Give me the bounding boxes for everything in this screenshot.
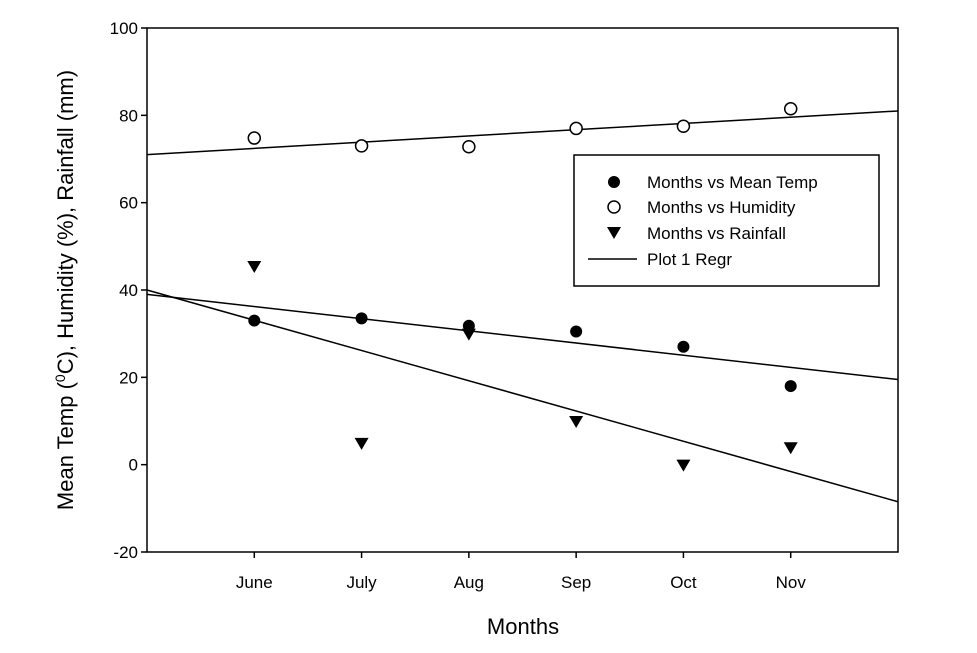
x-tick-label: Nov (776, 573, 807, 592)
legend-rainfall-label: Months vs Rainfall (647, 224, 786, 243)
rainfall-point (783, 442, 798, 455)
x-axis-title: Months (487, 614, 559, 639)
humidity-point (247, 131, 262, 145)
y-tick-label: 0 (129, 456, 138, 475)
rainfall-point (569, 416, 584, 428)
humidity-point (676, 119, 691, 133)
legend-humidity-marker (607, 200, 621, 214)
humidity-point (783, 102, 798, 116)
humidity-point (569, 121, 583, 136)
y-tick-label: 100 (110, 19, 138, 38)
y-tick-label: -20 (113, 543, 138, 562)
y-axis-title-part-2: C), Humidity (%), Rainfall (mm) (53, 70, 78, 374)
rainfall-point (676, 459, 691, 472)
legend-humidity-label: Months vs Humidity (647, 198, 796, 217)
legend-rainfall-marker (607, 227, 621, 239)
y-tick-label: 80 (119, 106, 138, 125)
y-tick-label: 40 (119, 281, 138, 300)
y-tick-label: 60 (119, 194, 138, 213)
x-tick-label: June (236, 573, 273, 592)
regression-line (146, 289, 899, 503)
rainfall-point (461, 328, 476, 341)
x-tick-label: Oct (670, 573, 697, 592)
rainfall-point (354, 437, 369, 450)
legend-box (573, 154, 880, 287)
mean-temp-point (355, 312, 368, 325)
y-axis-ticks: -20 0 20 40 60 80 100 (110, 19, 147, 562)
mean-temp-point (677, 340, 690, 353)
legend-mean-temp-label: Months vs Mean Temp (647, 173, 818, 192)
humidity-point (354, 139, 369, 153)
x-axis-ticks: June July Aug Sep Oct Nov (236, 552, 806, 592)
y-axis-title: Mean Temp (0C), Humidity (%), Rainfall (… (52, 70, 78, 510)
mean-temp-point (570, 325, 583, 338)
regression-lines (146, 110, 899, 503)
x-tick-label: July (346, 573, 377, 592)
mean-temp-point (784, 380, 797, 393)
x-tick-label: Sep (561, 573, 591, 592)
legend: Months vs Mean Temp Months vs Humidity M… (573, 154, 880, 287)
regression-line (146, 110, 899, 156)
legend-mean-temp-marker (608, 176, 620, 188)
y-axis-title-part-1: Mean Temp ( (53, 381, 78, 510)
x-tick-label: Aug (454, 573, 484, 592)
y-axis-title-superscript: 0 (52, 374, 68, 382)
legend-regression-label: Plot 1 Regr (647, 250, 732, 269)
regression-line (146, 293, 899, 381)
humidity-point (462, 140, 476, 154)
data-markers (247, 102, 798, 472)
mean-temp-point (248, 314, 261, 327)
y-tick-label: 20 (119, 368, 138, 387)
rainfall-point (247, 260, 262, 273)
